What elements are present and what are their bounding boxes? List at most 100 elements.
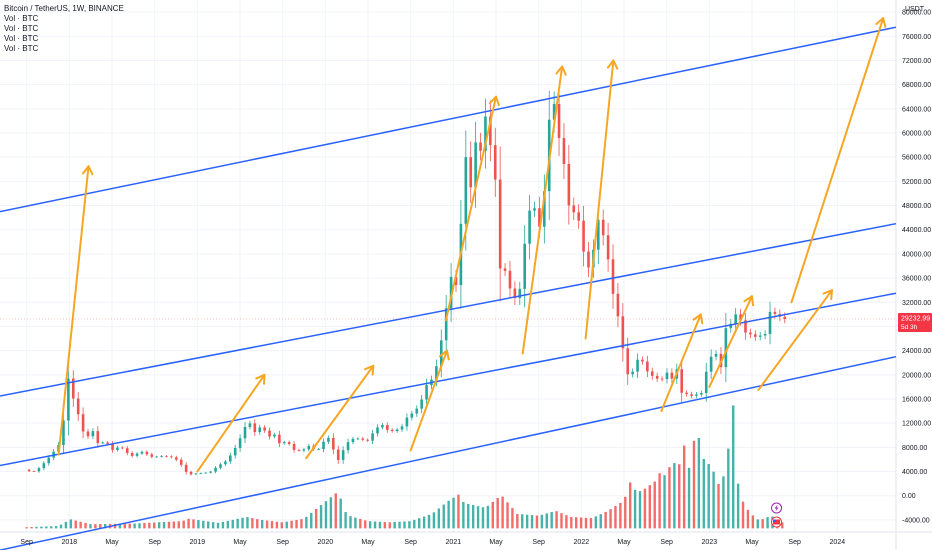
volume-bar-140 <box>712 471 715 529</box>
volume-bar-26 <box>153 522 156 529</box>
trend-arrow-2 <box>305 364 375 460</box>
volume-bar-98 <box>506 502 509 529</box>
candle-body-47 <box>258 427 262 433</box>
volume-bar-88 <box>457 494 460 529</box>
y-tick-label-2: 72000.00 <box>902 58 931 65</box>
volume-label-1[interactable]: Vol · BTC <box>4 14 39 23</box>
candle-body-113 <box>582 220 585 252</box>
candle-body-109 <box>562 138 566 164</box>
candle-body-11 <box>81 414 85 432</box>
volume-bar-133 <box>678 464 681 529</box>
candle-body-39 <box>219 464 222 468</box>
candle-body-145 <box>739 314 742 321</box>
volume-bar-4 <box>45 526 48 529</box>
volume-bar-29 <box>167 521 171 529</box>
currency-label[interactable]: USDT <box>904 6 924 13</box>
volume-bar-60 <box>319 505 323 529</box>
candle-body-124 <box>636 359 639 372</box>
volume-bar-106 <box>545 513 548 529</box>
candle-body-147 <box>749 332 752 335</box>
candle-body-101 <box>523 243 526 289</box>
volume-label-4[interactable]: Vol · BTC <box>4 44 39 53</box>
volume-bar-109 <box>560 513 563 529</box>
volume-bar-75 <box>393 522 396 529</box>
volume-bar-45 <box>246 517 249 529</box>
candle-body-26 <box>155 456 158 458</box>
candle-body-27 <box>160 455 163 457</box>
y-tick-label-12: 32000.00 <box>902 300 931 307</box>
volume-bar-131 <box>668 467 671 529</box>
candle-body-28 <box>165 455 168 457</box>
price-tag-value: 29232.99 <box>901 316 930 323</box>
volume-bar-52 <box>280 522 284 529</box>
x-tick-label-11: May <box>489 539 503 546</box>
x-tick-label-0: Sep <box>20 539 33 546</box>
volume-bar-13 <box>89 524 92 529</box>
x-tick-label-10: 2021 <box>446 539 462 546</box>
x-tick-label-12: Sep <box>532 539 545 546</box>
volume-bar-117 <box>599 514 602 529</box>
volume-bar-14 <box>94 524 97 529</box>
trend-arrow-9 <box>757 289 833 391</box>
candle-body-99 <box>513 288 517 299</box>
volume-bar-99 <box>511 508 514 529</box>
candle-body-70 <box>371 433 374 441</box>
trend-arrow-7 <box>660 313 702 413</box>
candle-body-80 <box>420 399 423 409</box>
symbol-title[interactable]: Bitcoin / TetherUS, 1W, BINANCE <box>4 4 124 13</box>
volume-bar-61 <box>324 501 328 529</box>
candle-body-19 <box>121 447 124 449</box>
volume-bar-94 <box>486 505 490 529</box>
volume-bar-16 <box>103 523 107 529</box>
volume-bar-65 <box>344 512 347 529</box>
volume-bar-6 <box>54 526 58 529</box>
candle-body-43 <box>238 438 242 448</box>
candle-body-66 <box>351 438 355 443</box>
volume-bar-38 <box>211 522 215 529</box>
candle-body-71 <box>376 427 379 434</box>
candle-body-119 <box>611 259 615 294</box>
chart-legend: Bitcoin / TetherUS, 1W, BINANCE Vol · BT… <box>4 4 124 54</box>
y-tick-label-1: 76000.00 <box>902 34 931 41</box>
candle-body-12 <box>86 431 90 437</box>
x-tick-label-18: Sep <box>788 539 801 546</box>
x-tick-label-17: May <box>745 539 759 546</box>
volume-bar-54 <box>290 520 293 529</box>
volume-bar-76 <box>398 521 401 529</box>
candle-body-21 <box>130 452 134 456</box>
candle-body-32 <box>184 464 188 472</box>
volume-label-2[interactable]: Vol · BTC <box>4 24 39 33</box>
volume-bar-72 <box>378 521 382 529</box>
volume-bar-78 <box>408 521 411 529</box>
volume-bar-146 <box>741 501 745 529</box>
y-tick-label-15: 20000.00 <box>902 372 931 379</box>
candle-body-134 <box>685 392 688 395</box>
candle-body-118 <box>606 235 610 260</box>
candle-body-42 <box>233 447 237 456</box>
volume-bar-89 <box>462 501 465 529</box>
candle-body-107 <box>552 103 556 120</box>
volume-bar-128 <box>653 481 656 529</box>
volume-bar-53 <box>285 521 288 529</box>
volume-bar-143 <box>727 448 730 529</box>
volume-bar-150 <box>761 519 764 529</box>
candle-body-114 <box>587 251 590 268</box>
y-tick-label-4: 64000.00 <box>902 106 931 113</box>
trend-arrow-head-5 <box>555 65 567 76</box>
candle-body-54 <box>292 443 296 450</box>
volume-label-3[interactable]: Vol · BTC <box>4 34 39 43</box>
volume-bar-77 <box>403 521 406 529</box>
volume-bar-127 <box>648 485 652 529</box>
candle-body-103 <box>533 208 536 211</box>
volume-bar-51 <box>275 521 279 529</box>
volume-bar-93 <box>481 507 485 529</box>
y-tick-label-7: 52000.00 <box>902 179 931 186</box>
candle-body-151 <box>768 311 772 334</box>
volume-bar-145 <box>736 483 740 529</box>
candle-body-150 <box>763 333 767 336</box>
candle-body-90 <box>469 157 473 188</box>
candle-body-154 <box>783 316 787 320</box>
candle-body-48 <box>263 427 266 431</box>
candle-body-63 <box>336 449 340 460</box>
